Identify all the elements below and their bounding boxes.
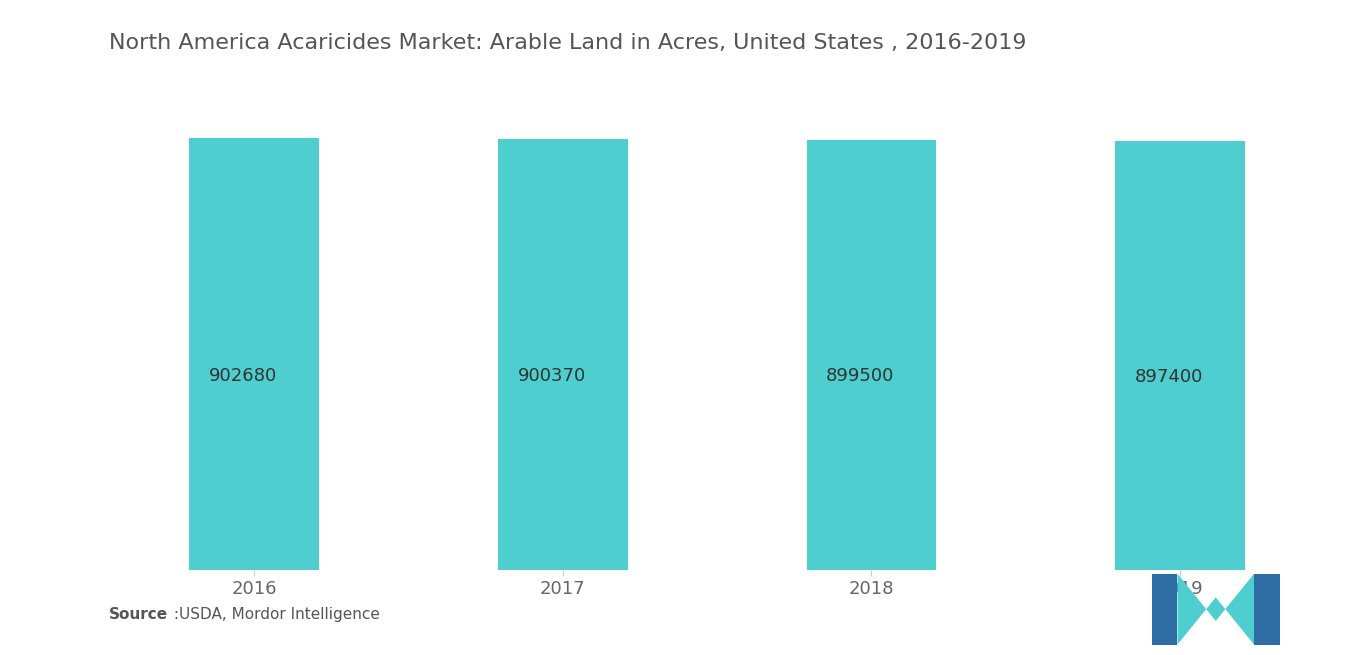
Bar <box>807 140 936 570</box>
Text: 899500: 899500 <box>826 367 895 385</box>
Text: 897400: 897400 <box>1135 367 1203 386</box>
Text: North America Acaricides Market: Arable Land in Acres, United States , 2016-2019: North America Acaricides Market: Arable … <box>109 33 1027 53</box>
Bar <box>499 140 627 570</box>
Bar <box>1115 141 1244 570</box>
Text: 900370: 900370 <box>518 367 586 385</box>
Bar <box>190 138 320 570</box>
Text: Source: Source <box>109 607 168 622</box>
Text: 902680: 902680 <box>209 367 277 384</box>
Text: :USDA, Mordor Intelligence: :USDA, Mordor Intelligence <box>169 607 380 622</box>
